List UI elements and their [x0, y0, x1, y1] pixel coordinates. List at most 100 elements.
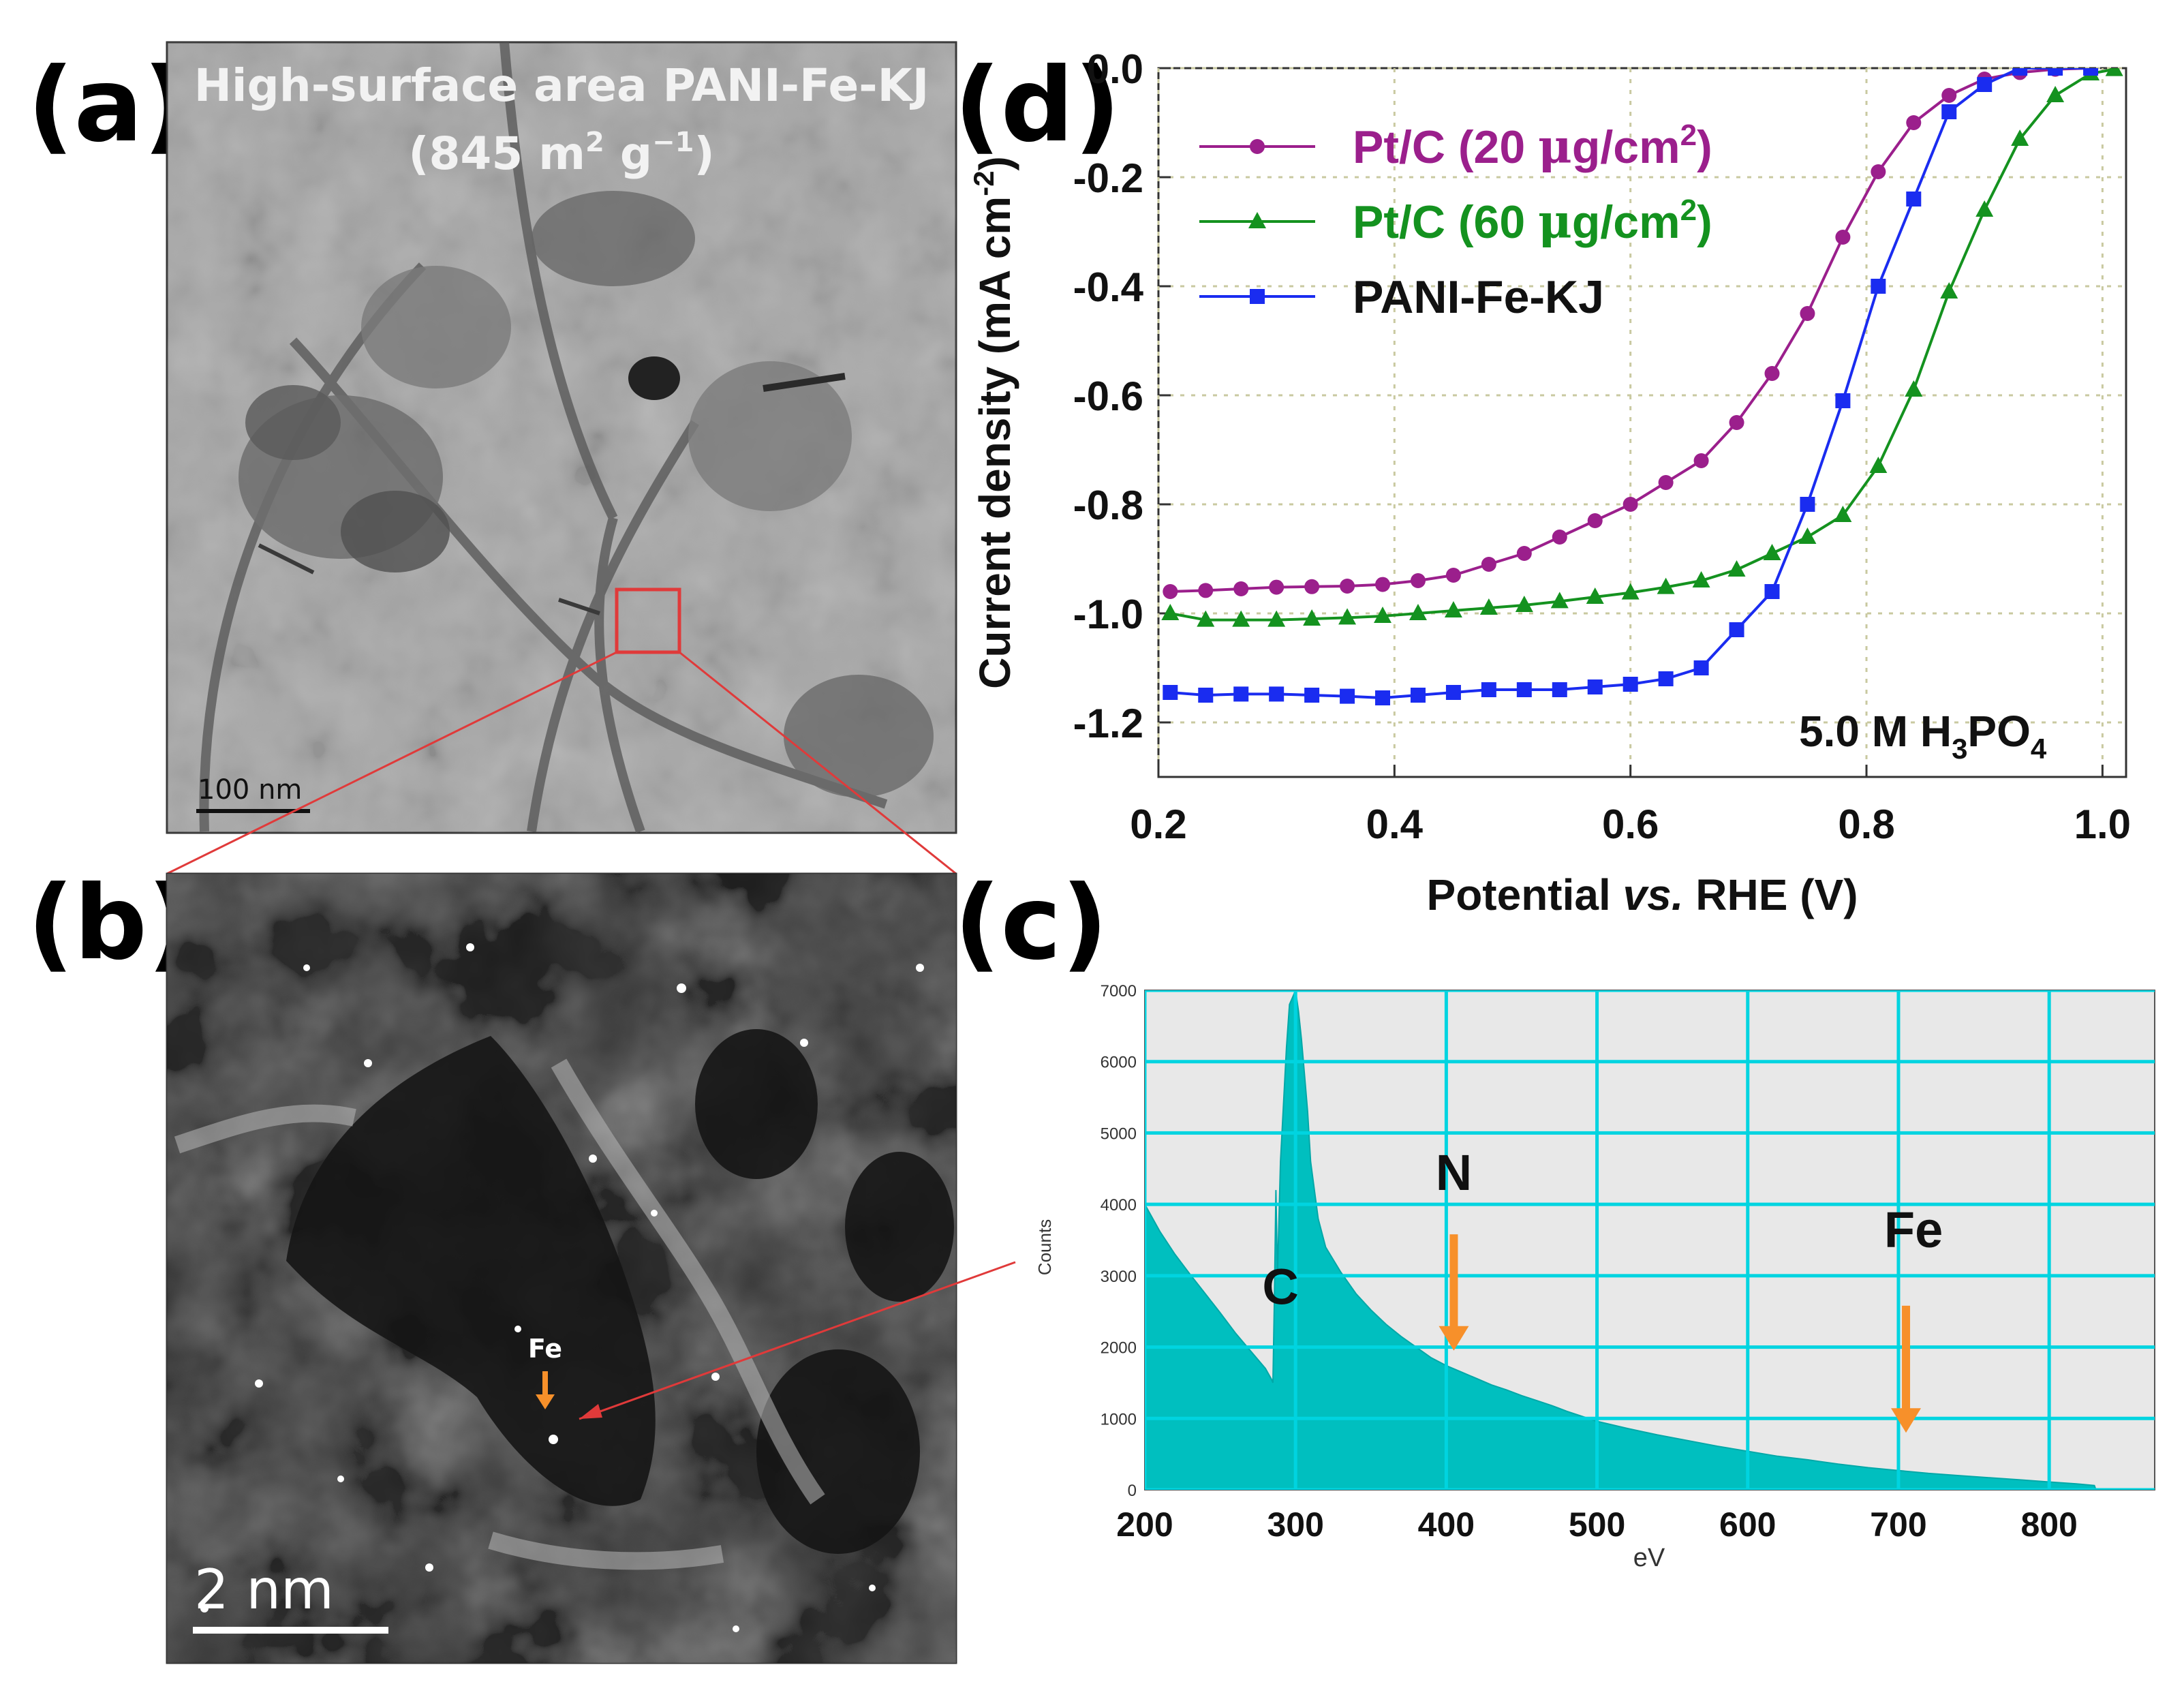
eels-xtick-label: 600: [1719, 1505, 1776, 1544]
orr-point-pt20: [1516, 546, 1532, 561]
orr-ytick-label: -0.4: [1073, 264, 1144, 310]
orr-point-pt60: [1409, 604, 1427, 620]
orr-point-pt20: [1622, 497, 1638, 512]
eels-ytick-label: 0: [1128, 1482, 1137, 1500]
orr-point-pt20: [1481, 557, 1496, 572]
orr-point-pt20: [1693, 453, 1709, 468]
orr-point-pani: [1906, 192, 1922, 207]
stem-scale-label: 2 nm: [194, 1558, 334, 1621]
eels-edge-annotations: C N Fe: [1262, 1144, 1943, 1433]
orr-legend-item-pt60: Pt/C (60 μg/cm2): [1199, 194, 1712, 249]
eels-xtick-label: 500: [1569, 1505, 1625, 1544]
orr-point-pt60: [2011, 129, 2029, 146]
orr-point-pt20: [1375, 577, 1391, 592]
orr-legend-marker: [1250, 289, 1265, 304]
orr-point-pani: [1871, 279, 1886, 294]
orr-point-pt60: [1798, 528, 1817, 544]
orr-series-pani: [1163, 68, 2099, 705]
panel-c-label: (c): [954, 864, 1109, 983]
dark-pores: [286, 1029, 954, 1554]
orr-point-pt60: [1940, 282, 1958, 299]
orr-point-pani: [1340, 688, 1355, 704]
orr-point-pt60: [1905, 380, 1923, 397]
eels-xtick-label: 200: [1116, 1505, 1173, 1544]
orr-point-pani: [1622, 677, 1638, 692]
orr-point-pt20: [1764, 366, 1780, 381]
orr-xtick-label: 0.4: [1366, 801, 1424, 847]
orr-point-pt20: [1941, 88, 1957, 103]
orr-point-pani: [1835, 393, 1851, 408]
eels-ytick-label: 7000: [1101, 982, 1137, 1000]
eels-ytick-label: 3000: [1101, 1268, 1137, 1286]
orr-annotation: 5.0 M H3PO4: [1799, 707, 2047, 765]
zoom-connector-left: [166, 651, 617, 875]
orr-point-pt60: [1338, 608, 1357, 625]
orr-point-pt60: [1621, 583, 1640, 600]
orr-point-pani: [1977, 77, 1993, 92]
tem-title-line1: High-surface area PANI-Fe-KJ: [194, 59, 929, 112]
fe-to-spectrum-connector: [579, 1261, 1016, 1420]
orr-point-pani: [1693, 660, 1709, 675]
eels-edge-label-fe: Fe: [1884, 1202, 1943, 1258]
orr-series-pt60: [1161, 68, 2123, 627]
orr-point-pt20: [1198, 583, 1214, 598]
eels-xtick-label: 700: [1870, 1505, 1926, 1544]
orr-xtick-label: 1.0: [2074, 801, 2131, 847]
orr-point-pani: [1269, 686, 1285, 702]
orr-legend-item-pani: PANI-Fe-KJ: [1199, 271, 1604, 323]
orr-point-pani: [1658, 671, 1674, 686]
orr-point-pt60: [1444, 601, 1462, 617]
orr-point-pani: [1941, 104, 1957, 119]
orr-series: [1161, 68, 2123, 705]
orr-point-pani: [1481, 682, 1496, 697]
orr-ytick-label: -1.2: [1073, 701, 1143, 746]
carbon-walls: [174, 1058, 825, 1570]
orr-xtick-label: 0.2: [1130, 801, 1186, 847]
eels-xtick-label: 300: [1267, 1505, 1323, 1544]
orr-point-pt20: [1445, 568, 1461, 583]
orr-plot-area: [1157, 67, 2127, 778]
orr-point-pt60: [1374, 607, 1392, 623]
orr-point-pani: [1163, 685, 1178, 700]
orr-point-pt20: [1304, 579, 1320, 594]
orr-ytick-label: -1.0: [1073, 592, 1143, 637]
orr-legend-marker: [1248, 212, 1266, 228]
orr-point-pani: [1800, 497, 1815, 512]
orr-point-pt60: [1161, 604, 1180, 620]
orr-x-tick-labels: 0.2 0.4 0.6 0.8 1.0: [1130, 801, 2131, 847]
orr-point-pani: [1552, 682, 1567, 697]
orr-point-pt60: [1657, 577, 1675, 594]
orr-point-pt20: [1800, 306, 1815, 321]
orr-point-pt20: [1552, 530, 1567, 545]
orr-xtick-label: 0.8: [1838, 801, 1894, 847]
eels-ytick-label: 6000: [1101, 1054, 1137, 1072]
eels-x-tick-labels: 200 300 400 500 600 700 800: [1116, 1505, 2078, 1544]
panel-a-label: (a): [27, 46, 190, 165]
orr-point-pt20: [1871, 164, 1886, 179]
orr-point-pt20: [1163, 584, 1178, 599]
single-atom-sites: [200, 943, 924, 1632]
eels-edge-label-n: N: [1436, 1144, 1472, 1201]
orr-point-pt60: [2105, 68, 2123, 76]
orr-point-pt60: [1975, 200, 1994, 217]
orr-polarization-chart: 0.0 -0.2 -0.4 -0.6 -0.8 -1.0 -1.2 0.2 0.4 0.6 0.8…: [968, 46, 2131, 919]
eels-spectrum-area: [1145, 990, 2097, 1490]
eels-xtick-label: 800: [2020, 1505, 2077, 1544]
tem-title-line2: (845 m2 g−1): [408, 127, 714, 180]
eels-ytick-label: 5000: [1101, 1125, 1137, 1143]
tem-micrograph: High-surface area PANI-Fe-KJ (845 m2 g−1…: [166, 41, 957, 834]
orr-legend-item-pt20: Pt/C (20 μg/cm2): [1199, 119, 1712, 174]
orr-point-pani: [2083, 68, 2099, 76]
orr-point-pani: [1375, 690, 1391, 705]
orr-point-pt60: [1727, 560, 1746, 577]
stem-image: Fe 2 nm: [166, 872, 957, 1664]
orr-point-pt20: [1906, 115, 1922, 130]
eels-grid: [1145, 990, 2155, 1490]
orr-point-pani: [1587, 679, 1603, 694]
orr-point-pt60: [1834, 506, 1852, 522]
orr-point-pt60: [1232, 610, 1250, 627]
orr-point-pt20: [1729, 415, 1744, 430]
panel-d-label: (d): [954, 46, 1121, 165]
orr-point-pt60: [2046, 86, 2065, 102]
orr-point-pt60: [1303, 609, 1321, 626]
